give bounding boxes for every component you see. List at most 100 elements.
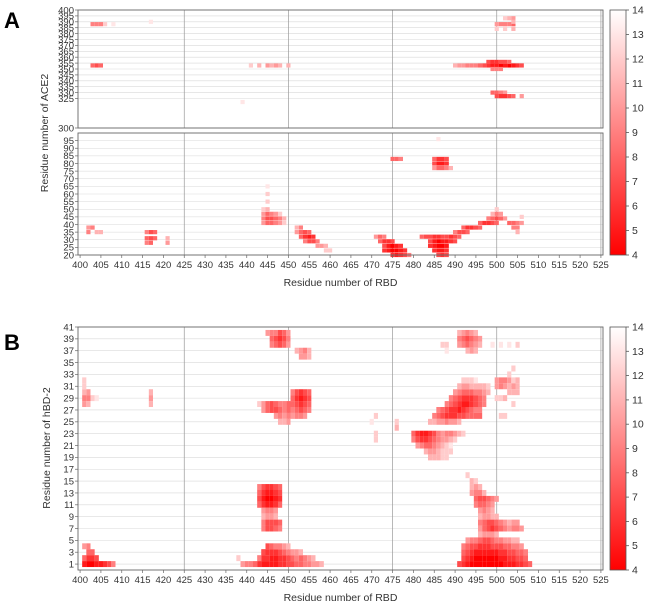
heatmap-cell [461,561,466,568]
heatmap-cell [373,412,378,419]
heatmap-cell [478,543,483,550]
heatmap-cell [507,537,512,544]
x-tick-label: 525 [593,575,609,586]
heatmap-cell [511,19,516,24]
heatmap-cell [398,156,403,162]
heatmap-cell [457,389,462,396]
heatmap-cell [473,407,478,413]
y-tick-label: 20 [63,250,74,261]
heatmap-cell [428,454,433,461]
heatmap-cell [457,335,462,342]
heatmap-cell [265,220,270,226]
heatmap-cell [490,537,495,544]
heatmap-cell [478,555,483,562]
heatmap-cell [473,501,478,508]
x-tick-label: 455 [301,260,317,271]
heatmap-cell [486,549,491,556]
x-tick-label: 460 [322,575,338,586]
heatmap-cell [515,341,520,348]
heatmap-cell [519,543,524,550]
heatmap-cell [86,395,91,402]
heatmap-cell [394,248,399,253]
heatmap-cell [465,230,470,235]
x-tick-label: 485 [426,575,442,586]
heatmap-cell [511,549,516,556]
heatmap-cell [423,442,428,449]
heatmap-cell [461,230,466,235]
heatmap-cell [303,561,308,568]
heatmap-cell [461,549,466,556]
heatmap-cell [436,243,441,248]
heatmap-cell [265,184,270,189]
heatmap-cell [328,248,333,253]
heatmap-cell [144,236,149,241]
heatmap-cell [457,329,462,336]
x-tick-label: 435 [218,575,234,586]
heatmap-cell [519,561,524,568]
heatmap-cell [94,395,99,402]
heatmap-cell [265,63,270,68]
x-tick-label: 525 [593,260,609,271]
heatmap-cell [278,216,283,221]
heatmap-cell [490,555,495,562]
heatmap-panel-b: 1357911131517192123252729313335373941400… [41,322,644,605]
heatmap-cell [453,230,458,235]
heatmap-cell [444,442,449,449]
heatmap-cell [503,94,508,99]
heatmap-cell [265,407,270,413]
heatmap-cell [503,412,508,419]
x-tick-label: 425 [176,260,192,271]
heatmap-cell [269,495,274,502]
heatmap-cell [144,240,149,245]
heatmap-cell [490,561,495,568]
heatmap-cell [307,347,312,354]
heatmap-cell [148,230,153,235]
heatmap-cell [453,234,458,239]
heatmap-cell [257,561,262,568]
heatmap-cell [494,211,499,216]
heatmap-cell [298,549,303,556]
colorbar-tick-label: 9 [632,443,638,455]
heatmap-cell [494,555,499,562]
x-tick-label: 495 [468,575,484,586]
heatmap-cell [511,525,516,532]
heatmap-cell [90,555,95,562]
heatmap-cell [265,211,270,216]
heatmap-cell [265,549,270,556]
heatmap-cell [307,230,312,235]
heatmap-cell [511,220,516,226]
heatmap-cell [507,389,512,396]
heatmap-cell [432,161,437,166]
heatmap-cell [473,383,478,390]
heatmap-cell [294,230,299,235]
heatmap-cell [261,489,266,496]
heatmap-cell [448,395,453,402]
heatmap-cell [428,243,433,248]
heatmap-cell [511,63,516,68]
heatmap-cell [494,94,499,99]
heatmap-cell [423,430,428,437]
heatmap-cell [473,489,478,496]
heatmap-cell [519,525,524,532]
heatmap-cell [453,412,458,419]
heatmap-cell [265,519,270,526]
y-tick-label: 340 [58,76,74,87]
heatmap-cell [507,549,512,556]
heatmap-cell [394,243,399,248]
heatmap-cell [432,442,437,449]
heatmap-cell [453,63,458,68]
heatmap-cell [457,395,462,402]
heatmap-cell [469,489,474,496]
heatmap-cell [90,561,95,568]
heatmap-cell [503,525,508,532]
heatmap-cell [269,519,274,526]
heatmap-cell [423,436,428,443]
heatmap-cell [469,395,474,402]
heatmap-cell [507,63,512,68]
y-tick-label: 13 [63,488,74,499]
heatmap-cell [290,555,295,562]
heatmap-cell [448,239,453,244]
heatmap-cell [319,243,324,248]
heatmap-cell [411,430,416,437]
heatmap-cell [265,555,270,562]
